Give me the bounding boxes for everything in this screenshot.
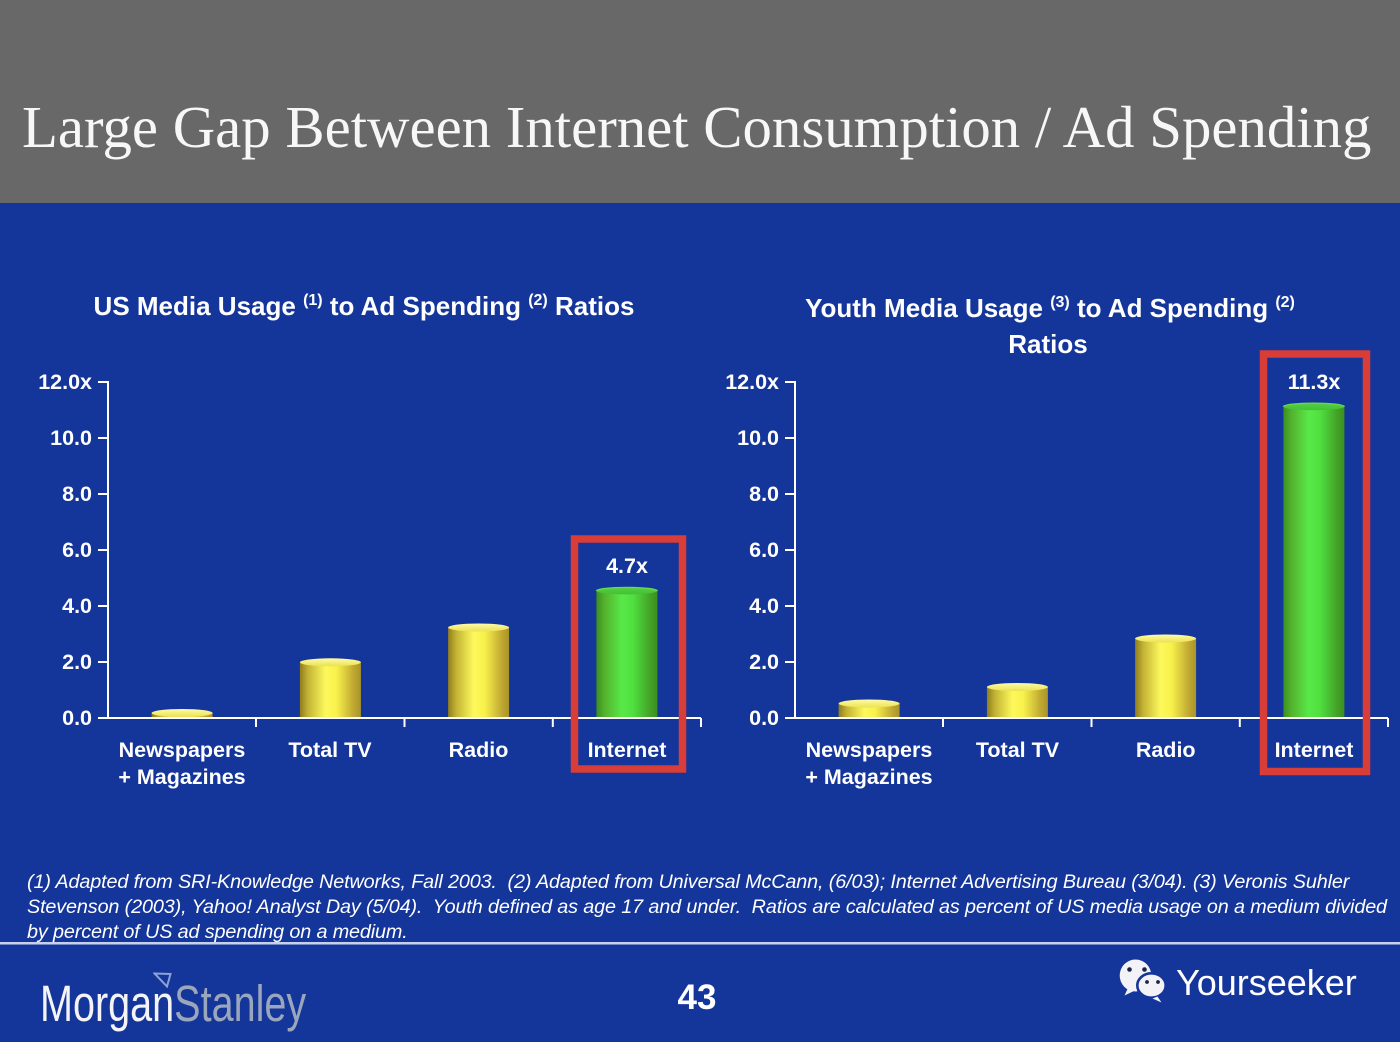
- svg-text:+ Magazines: + Magazines: [805, 765, 932, 789]
- svg-text:2.0: 2.0: [749, 650, 779, 674]
- svg-text:2.0: 2.0: [62, 650, 92, 674]
- svg-text:4.0: 4.0: [749, 594, 779, 618]
- svg-text:Radio: Radio: [449, 738, 509, 762]
- svg-text:10.0: 10.0: [50, 426, 92, 450]
- svg-text:Total TV: Total TV: [976, 738, 1060, 762]
- svg-text:6.0: 6.0: [62, 538, 92, 562]
- svg-text:Youth Media Usage (3) to Ad Sp: Youth Media Usage (3) to Ad Spending (2): [805, 293, 1295, 323]
- svg-text:12.0x: 12.0x: [38, 370, 92, 394]
- svg-text:Newspapers: Newspapers: [119, 738, 246, 762]
- svg-text:Internet: Internet: [1275, 738, 1354, 762]
- svg-text:4.0: 4.0: [62, 594, 92, 618]
- svg-text:Radio: Radio: [1136, 738, 1196, 762]
- svg-text:6.0: 6.0: [749, 538, 779, 562]
- svg-text:4.7x: 4.7x: [606, 554, 648, 578]
- svg-text:Internet: Internet: [588, 738, 667, 762]
- svg-text:10.0: 10.0: [737, 426, 779, 450]
- svg-text:0.0: 0.0: [62, 706, 92, 730]
- svg-text:8.0: 8.0: [749, 482, 779, 506]
- svg-text:Newspapers: Newspapers: [806, 738, 933, 762]
- svg-text:US Media Usage (1) to Ad Spend: US Media Usage (1) to Ad Spending (2) Ra…: [94, 291, 635, 321]
- svg-text:8.0: 8.0: [62, 482, 92, 506]
- svg-text:11.3x: 11.3x: [1288, 370, 1341, 394]
- svg-text:Ratios: Ratios: [1008, 329, 1087, 359]
- svg-text:12.0x: 12.0x: [725, 370, 779, 394]
- svg-text:Total TV: Total TV: [288, 738, 372, 762]
- svg-text:+ Magazines: + Magazines: [118, 765, 245, 789]
- svg-text:0.0: 0.0: [749, 706, 779, 730]
